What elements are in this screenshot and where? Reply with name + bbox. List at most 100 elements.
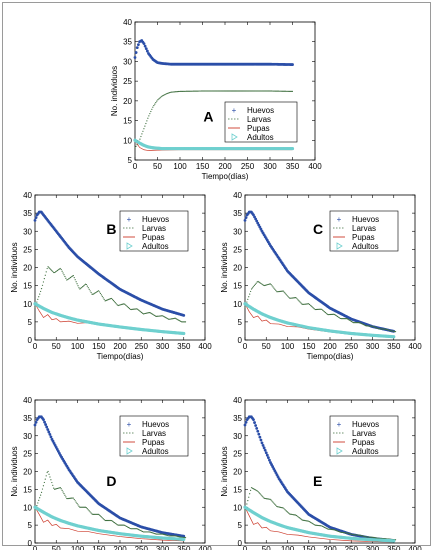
y-axis-label: No. individuos [10,242,19,292]
point-larvas [341,531,343,534]
y-tick-label: 0 [238,336,243,345]
point-larvas [274,503,276,505]
point-larvas [283,291,285,293]
point-larvas [301,519,303,521]
point-larvas [215,90,217,92]
series-adultos [33,505,186,542]
point-huevos [136,43,140,47]
point-larvas [350,320,352,322]
point-larvas [373,536,375,539]
point-larvas [139,310,141,312]
point-larvas [143,313,145,315]
point-larvas [98,514,101,516]
point-larvas [169,535,172,537]
point-larvas [290,90,293,92]
point-larvas [193,90,195,92]
point-larvas [323,526,326,528]
point-larvas [302,519,304,521]
point-larvas [272,501,274,503]
y-tick-label: 20 [23,468,32,477]
legend-label: Huevos [142,420,169,429]
point-larvas [282,290,284,292]
point-larvas [292,297,294,299]
point-larvas [366,536,369,538]
point-larvas [115,303,117,305]
y-tick-label: 5 [28,521,33,530]
y-tick-label: 35 [23,209,32,218]
series-larvas [244,487,397,541]
point-larvas [86,508,88,510]
y-tick-label: 40 [123,18,132,27]
point-larvas [346,318,348,320]
point-larvas [147,312,149,314]
point-larvas [253,488,255,490]
point-larvas [286,90,289,92]
point-larvas [77,285,79,287]
series-larvas [34,266,187,323]
point-larvas [269,90,271,92]
point-larvas [65,496,67,498]
point-huevos [253,421,256,424]
point-larvas [199,90,201,92]
x-tick-label: 0 [33,342,38,351]
point-larvas [110,298,112,300]
point-larvas [152,106,154,108]
point-larvas [129,527,131,530]
point-larvas [305,520,307,522]
point-larvas [148,312,150,314]
point-larvas [58,268,60,270]
point-larvas [68,497,70,500]
y-tick-label: 5 [28,318,33,327]
point-larvas [117,304,119,307]
point-larvas [94,513,96,516]
point-larvas [362,323,364,325]
legend-marker-huevos: + [232,106,237,115]
point-larvas [145,531,147,533]
point-larvas [255,489,257,491]
point-larvas [161,95,163,97]
point-larvas [47,266,49,268]
point-larvas [318,308,320,310]
point-larvas [259,90,261,92]
point-huevos [268,458,271,462]
point-larvas [296,515,298,517]
y-tick-label: 10 [233,503,242,512]
point-larvas [134,528,136,530]
point-larvas [40,290,42,293]
point-larvas [243,90,245,92]
x-tick-label: 200 [113,342,127,351]
point-larvas [311,306,313,308]
point-huevos [34,420,38,424]
point-larvas [167,318,169,320]
point-larvas [276,505,278,508]
point-larvas [124,524,126,527]
point-larvas [99,292,102,295]
point-larvas [322,526,325,528]
point-larvas [177,319,179,321]
point-huevos [34,216,38,220]
point-larvas [159,97,161,99]
point-larvas [132,308,134,310]
point-larvas [347,318,349,320]
point-larvas [322,310,325,312]
point-larvas [165,534,167,536]
point-huevos [262,446,266,450]
point-larvas [308,303,311,306]
point-larvas [146,312,148,314]
point-larvas [301,303,303,305]
point-larvas [103,298,105,300]
point-larvas [307,303,309,305]
point-larvas [343,532,345,534]
y-tick-label: 20 [23,264,32,273]
point-larvas [115,523,117,525]
x-tick-label: 300 [156,342,170,351]
point-larvas [291,513,293,516]
series-larvas [34,470,187,539]
x-axis-label: Tiempo(días) [97,352,144,361]
point-larvas [288,90,291,92]
point-larvas [316,308,318,311]
point-larvas [251,487,254,489]
point-larvas [97,290,100,292]
point-larvas [340,531,342,533]
point-larvas [155,533,158,535]
